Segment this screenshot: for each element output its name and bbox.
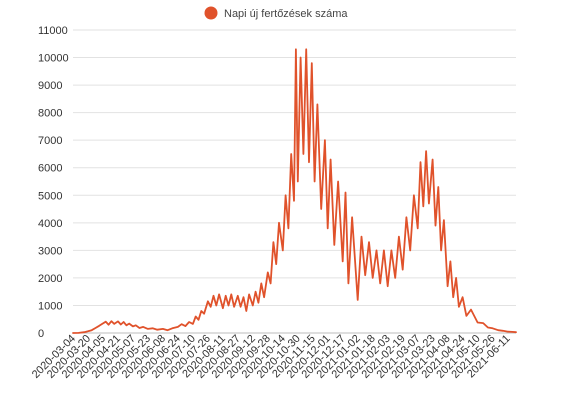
y-tick-label: 1000: [38, 300, 62, 312]
y-tick-label: 6000: [38, 163, 62, 175]
y-tick-label: 5000: [38, 190, 62, 202]
legend: Napi új fertőzések száma: [204, 6, 348, 20]
series-line: [72, 48, 517, 334]
y-tick-label: 8000: [38, 108, 62, 120]
y-tick-label: 10000: [38, 53, 69, 65]
series-layer: [72, 48, 517, 334]
y-tick-label: 7000: [38, 135, 62, 147]
legend-label: Napi új fertőzések száma: [224, 8, 348, 20]
legend-marker: [204, 6, 218, 20]
y-tick-label: 9000: [38, 80, 62, 92]
y-tick-label: 11000: [38, 25, 68, 37]
y-tick-label: 2000: [38, 273, 62, 285]
y-tick-label: 4000: [38, 218, 62, 230]
y-tick-label: 3000: [38, 245, 62, 257]
y-axis-tick-labels: 0 1000 2000 3000 4000 5000 6000 7000 8000 9000 100…: [38, 25, 69, 340]
y-tick-label: 0: [38, 328, 44, 340]
x-axis-tick-labels: 2020-03-042020-03-202020-04-052020-04-21…: [30, 333, 513, 381]
